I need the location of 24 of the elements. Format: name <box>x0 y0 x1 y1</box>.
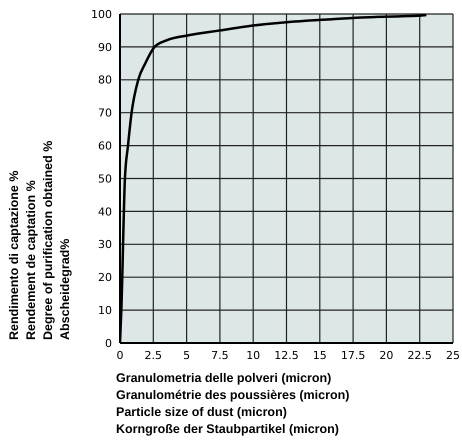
y-tick-label: 70 <box>98 106 112 120</box>
x-axis-title: Granulometria delle polveri (micron) Granulométrie des poussières (micron) Particle size of dust (micron) Korngroße der Staubpartikel (micron) <box>116 370 350 438</box>
x-tick-label: 12.5 <box>274 348 299 362</box>
x-tick-label: 7.5 <box>211 348 229 362</box>
y-tick-label: 80 <box>98 74 112 87</box>
y-tick-label: 20 <box>98 271 112 284</box>
y-tick-label: 60 <box>98 140 112 153</box>
x-tick-label: 25 <box>446 348 460 362</box>
y-tick-label: 40 <box>98 205 112 218</box>
y-tick-label: 50 <box>98 172 112 186</box>
x-tick-label: 0 <box>116 348 124 362</box>
y-axis-title: Rendimento di captazione % Rendement de captation % Degree of purification obtained % Abscheidegrad% <box>6 140 73 340</box>
y-tick-label: 100 <box>91 8 112 21</box>
x-tick-label: 2.5 <box>144 348 162 362</box>
y-tick-label: 0 <box>105 336 112 350</box>
y-tick-label: 10 <box>98 304 112 318</box>
x-tick-label: 10 <box>246 348 260 362</box>
x-tick-label: 20 <box>379 348 394 362</box>
x-tick-label: 5 <box>183 348 190 362</box>
y-tick-label: 30 <box>98 238 112 252</box>
y-tick-label: 90 <box>98 40 112 54</box>
x-tick-label: 22.5 <box>407 348 432 362</box>
x-tick-label: 17.5 <box>340 348 366 362</box>
x-tick-label: 15 <box>312 348 327 362</box>
